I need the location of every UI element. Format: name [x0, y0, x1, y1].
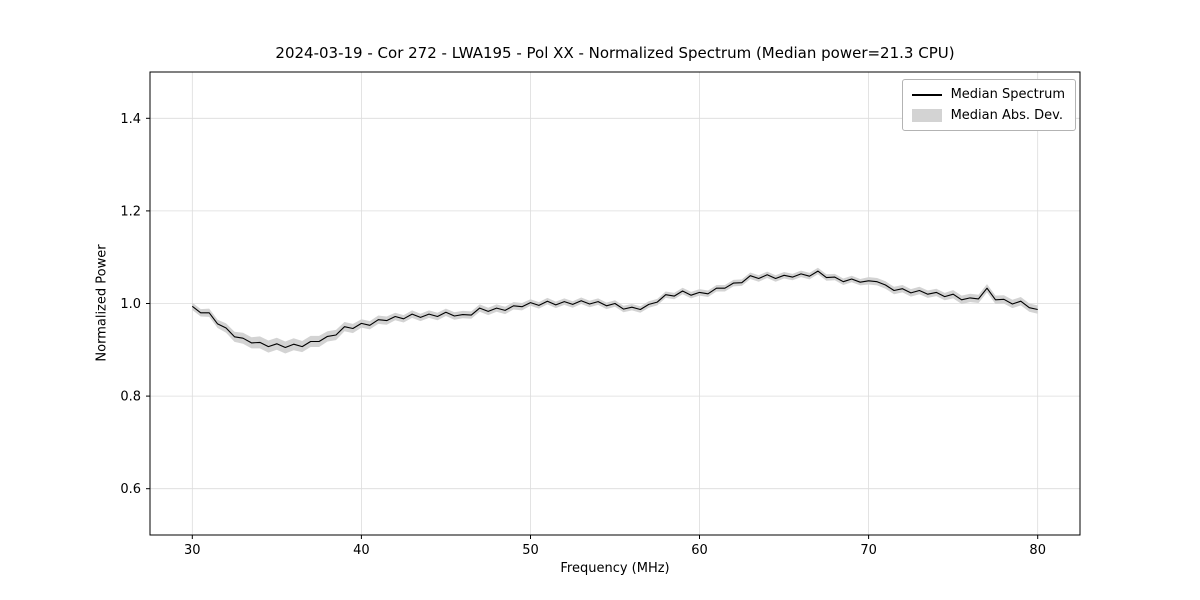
x-axis-label: Frequency (MHz): [560, 561, 670, 576]
legend-label-median-abs-dev: Median Abs. Dev.: [950, 108, 1064, 123]
x-tick-label: 70: [860, 543, 877, 558]
mad-band: [192, 267, 1038, 354]
plot-title: 2024-03-19 - Cor 272 - LWA195 - Pol XX -…: [275, 44, 955, 62]
x-tick-label: 40: [353, 543, 370, 558]
x-tick-label: 80: [1029, 543, 1046, 558]
x-tick-label: 60: [691, 543, 708, 558]
median-spectrum-line: [191, 270, 1038, 349]
legend: Median Spectrum Median Abs. Dev.: [901, 79, 1076, 131]
legend-item-median-abs-dev: Median Abs. Dev.: [911, 108, 1065, 123]
y-tick-label: 0.8: [120, 390, 141, 405]
y-tick-label: 1.2: [120, 204, 141, 219]
y-tick-label: 1.4: [120, 112, 141, 127]
y-tick-label: 1.0: [120, 297, 141, 312]
y-tick-label: 0.6: [120, 482, 141, 497]
median-abs-dev-patch-swatch: [911, 109, 942, 122]
legend-label-median-spectrum: Median Spectrum: [950, 87, 1065, 102]
y-axis-label: Normalized Power: [94, 244, 110, 362]
median-spectrum-line-swatch: [911, 93, 942, 96]
legend-item-median-spectrum: Median Spectrum: [911, 87, 1065, 102]
x-tick-label: 50: [522, 543, 539, 558]
x-tick-label: 30: [184, 543, 201, 558]
